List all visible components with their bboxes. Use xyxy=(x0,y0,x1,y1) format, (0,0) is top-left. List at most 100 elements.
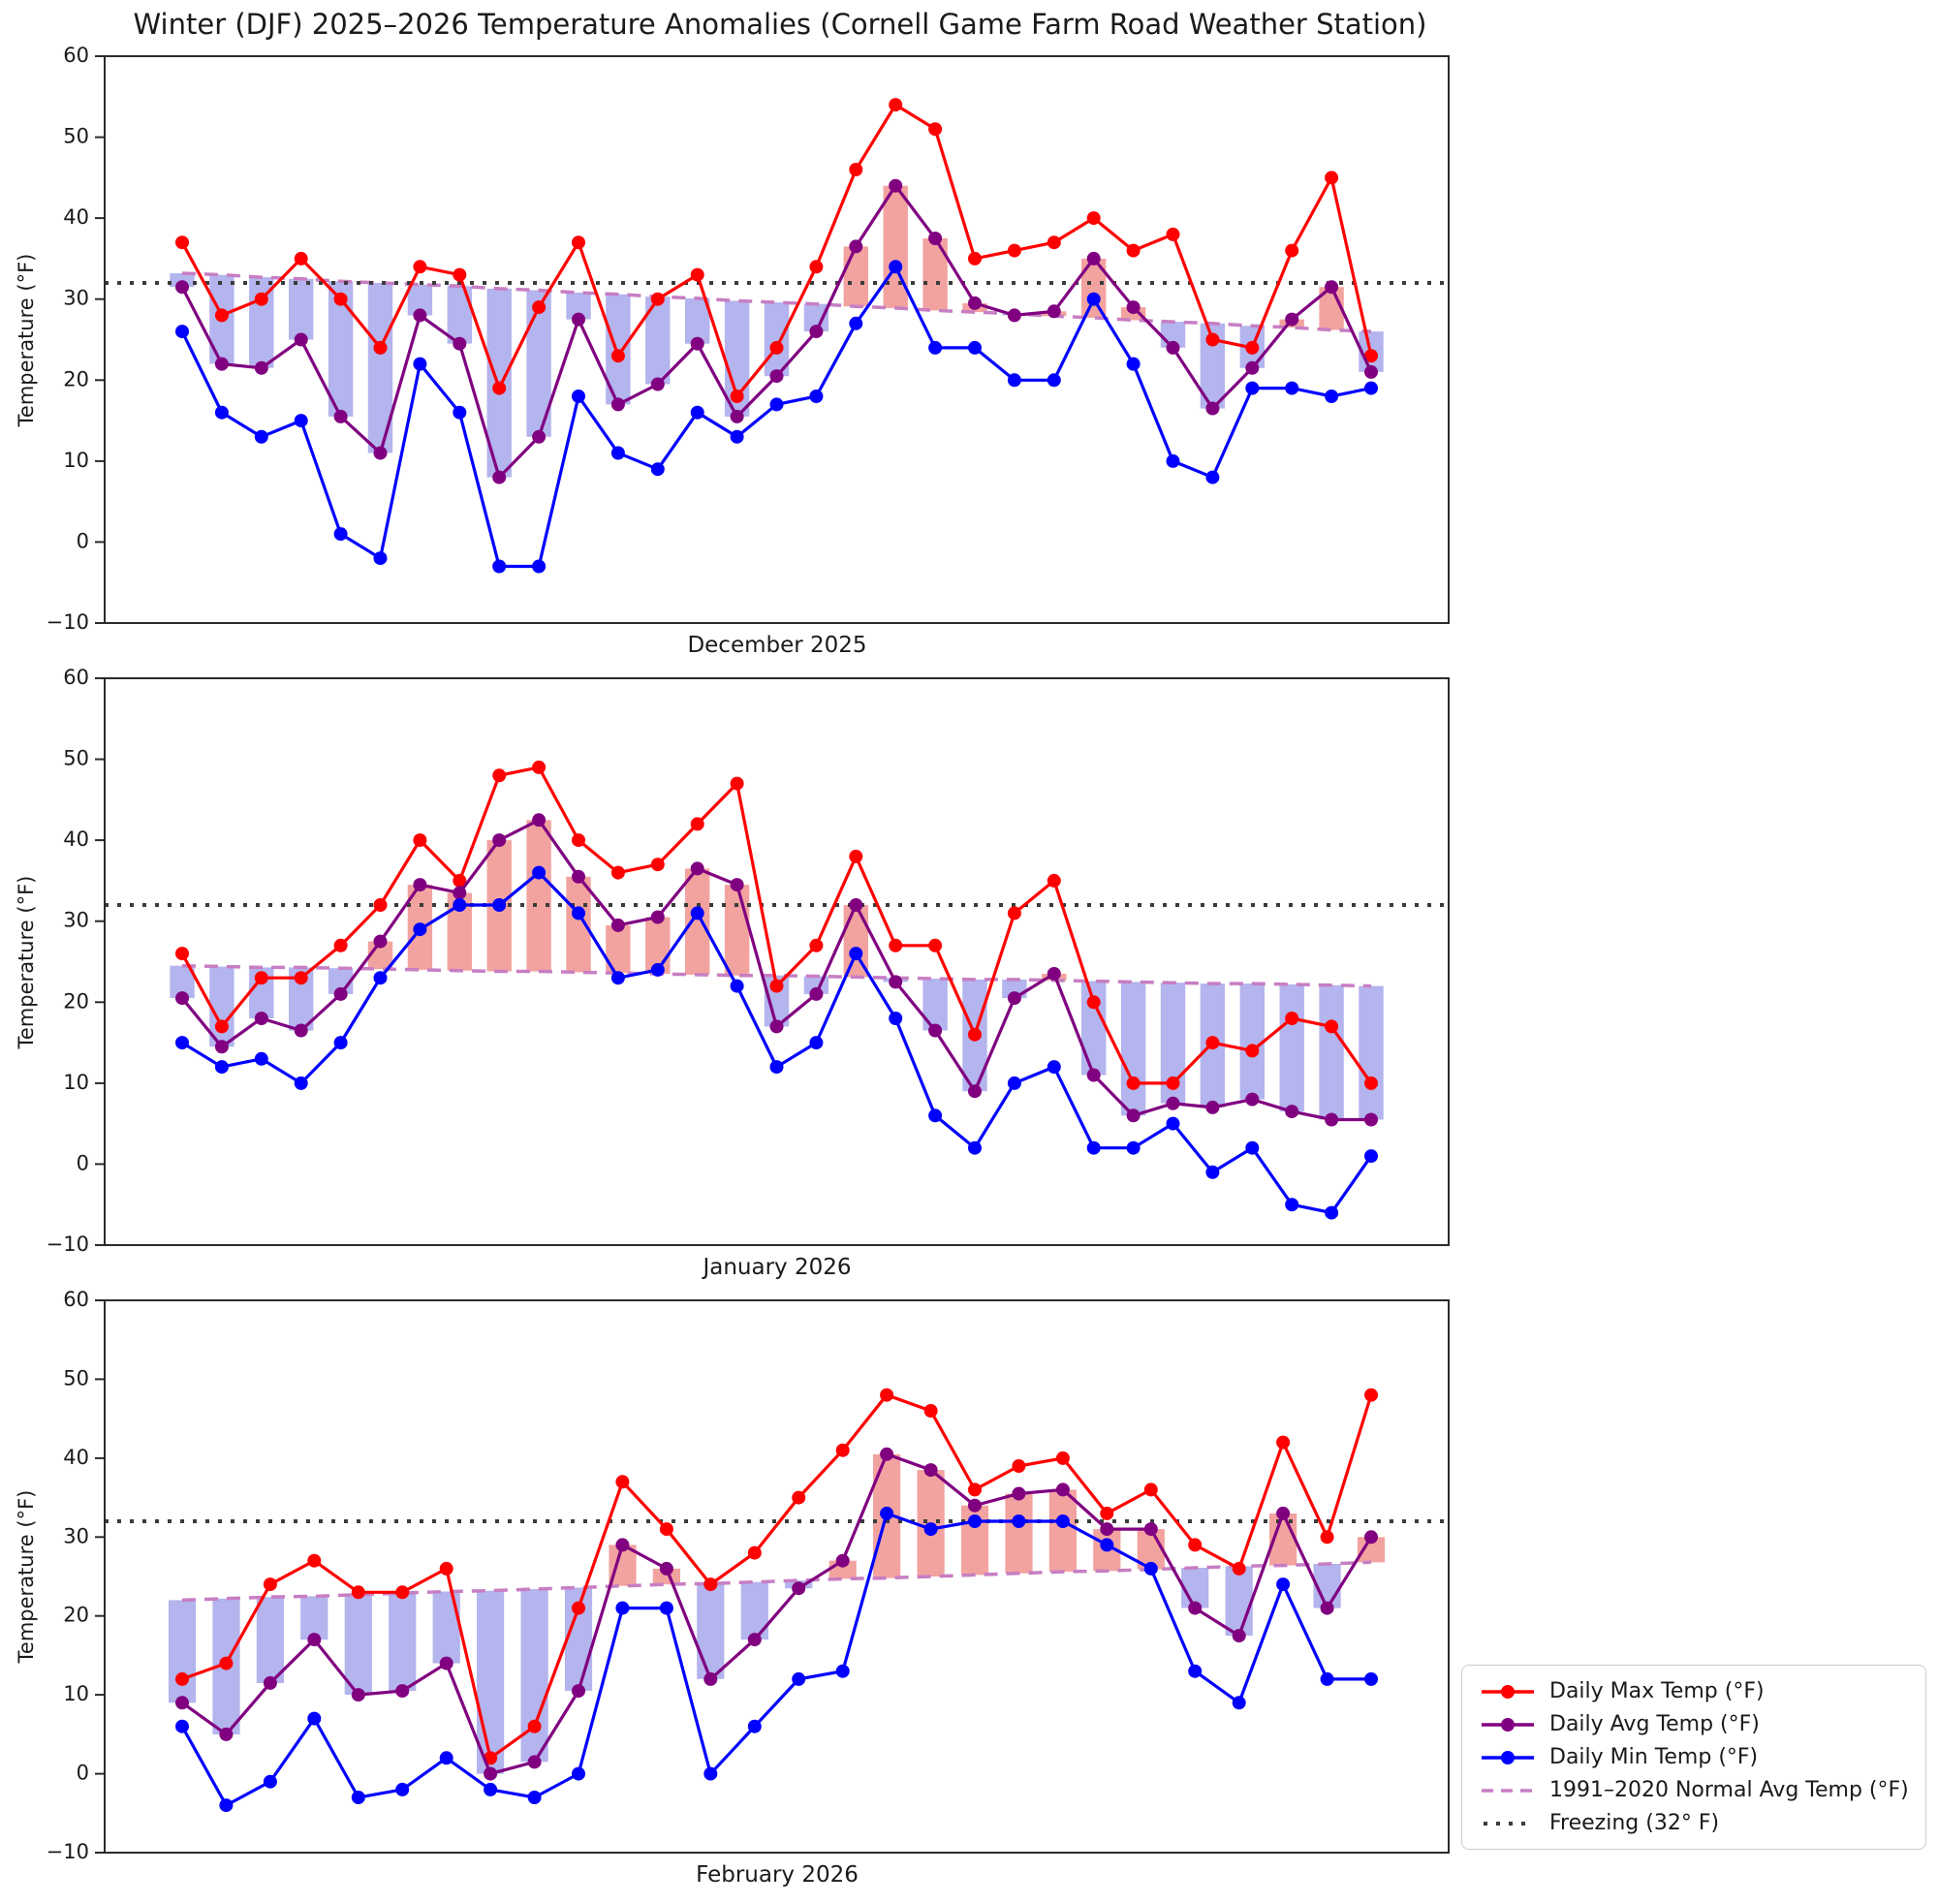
data-point xyxy=(880,1506,894,1520)
data-point xyxy=(1086,251,1101,265)
anomaly-bar xyxy=(520,1589,548,1763)
data-point xyxy=(572,1601,585,1615)
data-point xyxy=(659,1561,673,1576)
data-point xyxy=(219,1798,234,1813)
data-point xyxy=(747,1545,762,1560)
data-point xyxy=(307,1711,322,1726)
legend-item-max: Daily Max Temp (°F) xyxy=(1480,1679,1908,1703)
data-point xyxy=(1047,967,1061,981)
daily-min-line-december xyxy=(175,260,1378,574)
data-point xyxy=(849,163,863,176)
data-point xyxy=(889,938,903,952)
data-point xyxy=(1166,227,1180,241)
data-point xyxy=(294,1076,308,1090)
data-point xyxy=(928,122,943,137)
x-label-january: January 2026 xyxy=(701,1255,851,1280)
data-point xyxy=(1007,906,1021,921)
data-point xyxy=(333,292,348,306)
data-point xyxy=(928,1023,943,1038)
data-point xyxy=(373,934,388,949)
data-point xyxy=(730,390,744,403)
data-point xyxy=(809,260,824,274)
data-point xyxy=(730,409,744,423)
data-point xyxy=(453,336,467,351)
data-point xyxy=(1047,304,1061,319)
data-point xyxy=(572,312,585,327)
data-point xyxy=(1364,1388,1378,1402)
data-point xyxy=(1188,1601,1203,1615)
data-point xyxy=(254,1012,268,1025)
data-point xyxy=(532,300,547,315)
anomaly-bar xyxy=(526,820,551,972)
data-point xyxy=(492,833,507,848)
daily-max-line-february xyxy=(175,1388,1378,1765)
data-point xyxy=(659,1522,673,1537)
y-axis-february: 60 50 40 30 20 10 0 −10 xyxy=(47,1288,105,1863)
data-point xyxy=(1126,357,1141,371)
anomaly-bar xyxy=(168,1600,197,1703)
y-tick-label: 50 xyxy=(63,1366,89,1389)
y-axis-december: 60 50 40 30 20 10 0 −10 xyxy=(47,44,105,634)
legend-min-swatch xyxy=(1482,1750,1534,1764)
data-point xyxy=(610,971,625,985)
data-point xyxy=(214,1019,229,1034)
anomaly-bar xyxy=(724,885,750,976)
legend-avg-label: Daily Avg Temp (°F) xyxy=(1549,1712,1760,1736)
anomaly-bar xyxy=(652,1568,680,1585)
panel-border xyxy=(104,1299,1450,1854)
data-point xyxy=(615,1538,630,1552)
data-point xyxy=(263,1774,277,1789)
y-tick-label: 10 xyxy=(63,1071,89,1094)
data-point xyxy=(373,551,388,566)
data-point xyxy=(923,1404,938,1418)
legend-item-freezing: Freezing (32° F) xyxy=(1480,1811,1908,1835)
data-point xyxy=(395,1782,410,1796)
data-point xyxy=(659,1601,673,1615)
data-point xyxy=(395,1585,410,1600)
anomaly-bar xyxy=(256,1597,284,1683)
legend-item-avg: Daily Avg Temp (°F) xyxy=(1480,1712,1908,1736)
data-point xyxy=(690,817,704,831)
data-point xyxy=(1086,1068,1101,1082)
data-point xyxy=(1364,1149,1378,1164)
data-point xyxy=(175,280,189,295)
anomaly-bar xyxy=(209,966,234,1047)
data-point xyxy=(968,1027,982,1042)
data-point xyxy=(968,1140,982,1155)
data-point xyxy=(1232,1696,1246,1710)
data-point xyxy=(1285,243,1299,258)
legend-normal-swatch xyxy=(1482,1788,1534,1793)
anomaly-bar xyxy=(922,238,948,311)
data-point xyxy=(690,336,704,351)
anomaly-bar xyxy=(843,246,868,307)
y-tick-label: 60 xyxy=(63,1288,89,1311)
anomaly-bar xyxy=(883,185,908,308)
y-axis-title: Temperature (°F) xyxy=(15,1490,38,1665)
data-point xyxy=(1007,243,1021,258)
data-point xyxy=(1205,1165,1220,1179)
data-point xyxy=(1364,381,1378,395)
data-point xyxy=(294,414,308,428)
data-point xyxy=(610,865,625,880)
data-point xyxy=(769,1060,784,1075)
data-point xyxy=(1205,1036,1220,1050)
data-point xyxy=(572,869,585,884)
data-point xyxy=(439,1751,453,1765)
data-point xyxy=(849,239,863,254)
data-point xyxy=(968,1483,982,1497)
data-point xyxy=(703,1766,718,1781)
data-point xyxy=(413,260,427,274)
data-point xyxy=(1320,1601,1334,1615)
data-point xyxy=(650,858,665,872)
data-point xyxy=(968,251,982,265)
data-point xyxy=(650,377,665,391)
y-tick-label: 0 xyxy=(77,1151,89,1174)
anomaly-bar xyxy=(432,1591,460,1664)
data-point xyxy=(254,360,268,375)
y-tick-label: 60 xyxy=(63,666,89,689)
data-point xyxy=(453,405,467,420)
y-tick-label: 10 xyxy=(63,1682,89,1705)
data-point xyxy=(1126,1108,1141,1123)
anomaly-bar xyxy=(740,1581,768,1640)
data-point xyxy=(254,292,268,306)
